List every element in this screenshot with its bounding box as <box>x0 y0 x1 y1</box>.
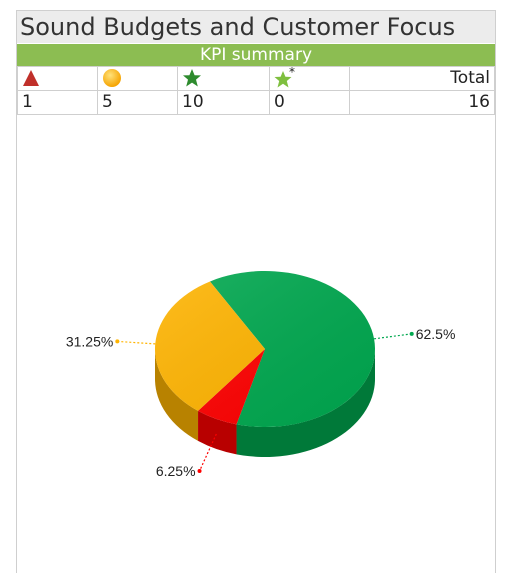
panel-title: Sound Budgets and Customer Focus <box>17 11 495 43</box>
pie-leader-dot-0 <box>409 331 414 336</box>
kpi-header-total: Total <box>349 66 495 91</box>
svg-text:*: * <box>289 67 295 79</box>
pie-leader-2 <box>117 340 156 345</box>
kpi-table: * Total 1 5 10 0 16 <box>17 66 495 115</box>
kpi-header-star-asterisk: * <box>269 66 350 91</box>
pie-top-group <box>154 271 375 427</box>
pie-labels-group: 62.5% 6.25% 31.25% <box>66 326 456 479</box>
kpi-header-orange <box>97 66 178 91</box>
pie-label-1: 6.25% <box>156 463 196 479</box>
green-star-asterisk-icon: * <box>274 67 295 88</box>
pie-leader-dot-2 <box>115 339 120 344</box>
kpi-summary-header: KPI summary <box>17 43 495 66</box>
pie-leader-dot-1 <box>197 469 202 474</box>
pie-side-2-0 <box>155 349 199 441</box>
pie-side-0-0 <box>236 349 375 457</box>
kpi-value-star-asterisk: 0 <box>269 90 350 115</box>
green-star-icon <box>183 69 201 87</box>
kpi-value-red: 1 <box>17 90 98 115</box>
orange-circle-icon <box>103 69 121 87</box>
pie-label-0: 62.5% <box>416 326 456 342</box>
kpi-pie-chart: 62.5% 6.25% 31.25% <box>66 271 456 479</box>
kpi-header-red <box>17 66 98 91</box>
red-triangle-icon <box>23 70 39 86</box>
pie-label-2: 31.25% <box>66 333 113 349</box>
kpi-values-row: 1 5 10 0 16 <box>17 90 495 115</box>
kpi-value-orange: 5 <box>97 90 178 115</box>
kpi-header-green-star <box>177 66 270 91</box>
pie-gloss <box>155 271 375 427</box>
pie-leader-1 <box>198 433 217 472</box>
kpi-value-green: 10 <box>177 90 270 115</box>
pie-leader-0 <box>373 333 412 340</box>
kpi-value-total: 16 <box>349 90 495 115</box>
pie-side-group <box>155 349 375 457</box>
kpi-panel: Sound Budgets and Customer Focus KPI sum… <box>16 10 496 573</box>
kpi-header-row: * Total <box>17 66 495 91</box>
pie-side-1-0 <box>198 410 237 455</box>
